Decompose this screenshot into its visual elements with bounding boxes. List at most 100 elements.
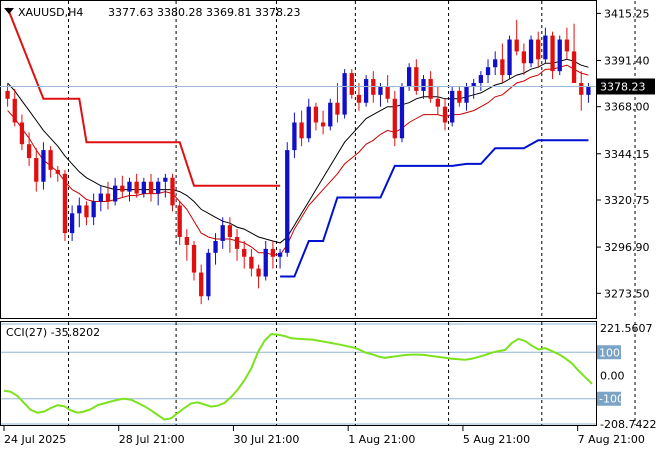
candle-body [120,185,125,192]
candle-body [571,51,577,83]
last-price-label: 3378.23 [600,80,646,93]
candle-body [292,122,297,151]
cci-tick-label: 0.00 [600,369,625,382]
candle-body [528,39,534,64]
candle-body [12,98,17,123]
candle-body [191,244,197,273]
candle-body [170,177,175,206]
time-tick-label: 24 Jul 2025 [4,433,66,446]
candle-body [550,35,555,72]
cci-tick-label: -100 [599,393,624,406]
candle-body [177,205,182,238]
candle-body [77,205,82,214]
candle-body [220,225,225,241]
cci-label: CCI(27) -35.8202 [6,326,100,339]
candle-body [564,39,570,52]
cci-tick-label: -208.7422 [600,418,656,431]
lower-stop-line [280,139,589,278]
cci-panel: CCI(27) -35.8202 221.5607 100 0.00 -100 -208… [0,321,656,431]
candle-body [270,248,276,257]
candle-body [349,73,354,95]
price-tick-label: 3391.40 [604,54,650,67]
price-tick-label: 3344.15 [604,148,650,161]
symbol-label: XAUUSD,H4 [18,6,83,19]
cci-tick-label: 100 [599,346,620,359]
candle-body [464,86,469,103]
candle-body [84,205,89,218]
cci-axis: 221.5607 100 0.00 -100 -208.7422 [597,322,656,431]
time-tick-label: 5 Aug 21:00 [463,433,530,446]
last-price-badge [597,78,655,95]
candle-body [62,173,68,234]
candle-body [105,193,111,202]
candle-body [399,86,405,139]
candle-body [392,98,397,139]
candle-body [414,67,419,91]
price-tick-label: 3415.25 [604,7,650,20]
time-tick-label: 28 Jul 21:00 [119,433,185,446]
candle-body [234,237,240,249]
candle-body [5,90,10,99]
candle-body [299,122,304,139]
candle-body [156,181,161,194]
candle-body [227,225,233,238]
candle-body [435,98,440,107]
candle-body [263,248,268,277]
price-tick-label: 3320.75 [604,194,650,207]
collapse-triangle-icon[interactable] [4,8,14,14]
candle-body [141,181,146,194]
candle-body [256,268,261,277]
candle-body [363,79,369,103]
time-tick-label: 30 Jul 21:00 [233,433,299,446]
candle-body [428,79,433,99]
candle-body [385,86,390,99]
candle-body [536,39,541,60]
candle-body [34,158,39,182]
candle-body [421,79,426,91]
candle-body [485,67,491,76]
candle-body [26,144,32,159]
cci-line [3,333,593,421]
candle-body [98,193,103,202]
candle-body [199,272,204,297]
candle-body [500,59,505,76]
candle-body [134,181,139,194]
candle-body [521,51,527,64]
price-tick-label: 3368.00 [604,101,650,114]
time-tick-label: 1 Aug 21:00 [348,433,415,446]
cci-level-badge [597,345,621,360]
chart-header: XAUUSD,H4 3377.63 3380.28 3369.81 3378.2… [4,6,300,19]
candle-body [478,75,484,83]
candle-body [213,240,218,253]
candle-body [320,122,326,127]
price-tick-label: 3273.50 [604,287,650,300]
candle-body [19,122,25,145]
candle-body [306,106,311,139]
candle-body [457,90,462,103]
time-tick-label: 7 Aug 21:00 [578,433,645,446]
candle-body [328,102,333,127]
candle-body [127,181,132,192]
candle-body [514,39,519,52]
candle-body [378,86,383,95]
candle-body [579,82,584,95]
price-panel: 3415.25 3391.40 3368.00 3344.15 3320.75 3296.… [0,0,655,319]
candle-body [450,90,455,123]
candle-body [356,94,362,103]
candle-body [442,106,448,123]
candle-body [163,177,168,182]
price-tick-label: 3296.90 [604,241,650,254]
candle-body [285,150,290,253]
candle-body [148,181,154,194]
candle-body [277,252,283,257]
candle-body [242,248,247,257]
candle-body [112,185,118,202]
time-axis: 24 Jul 2025 28 Jul 21:00 30 Jul 21:00 1 Aug… [3,426,645,446]
price-panel-frame [0,0,597,319]
upper-stop-line [6,7,281,187]
fast-moving-average-line [7,64,589,256]
candle-body [41,150,46,182]
candle-body [507,39,512,76]
